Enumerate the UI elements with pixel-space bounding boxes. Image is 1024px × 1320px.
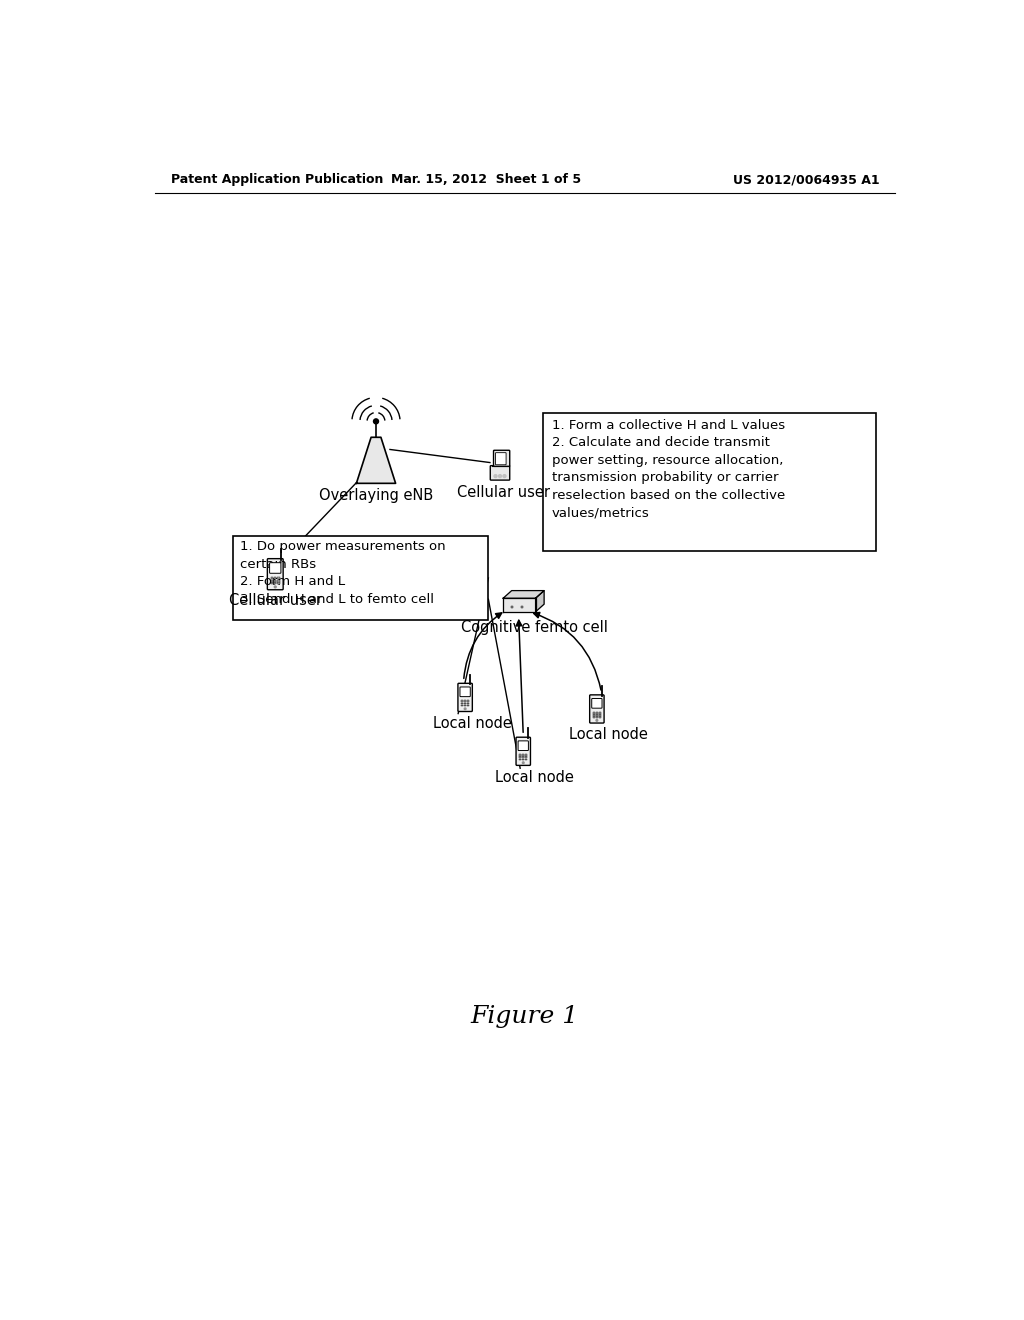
- Circle shape: [374, 418, 379, 424]
- FancyBboxPatch shape: [458, 684, 472, 711]
- Text: 1. Do power measurements on
certain RBs
2. Form H and L
3. Send H and L to femto: 1. Do power measurements on certain RBs …: [241, 540, 446, 606]
- Polygon shape: [503, 590, 544, 598]
- Bar: [519, 754, 521, 756]
- Bar: [599, 717, 601, 718]
- Text: Patent Application Publication: Patent Application Publication: [171, 173, 383, 186]
- Bar: [519, 756, 521, 758]
- Bar: [274, 579, 276, 582]
- Bar: [593, 717, 595, 718]
- Circle shape: [503, 475, 506, 478]
- Bar: [278, 582, 280, 585]
- Text: Local node: Local node: [496, 770, 574, 785]
- Bar: [596, 717, 598, 718]
- Bar: [464, 705, 466, 706]
- FancyArrowPatch shape: [516, 620, 523, 733]
- FancyArrowPatch shape: [464, 612, 502, 678]
- Circle shape: [596, 719, 598, 721]
- Bar: [278, 579, 280, 582]
- FancyBboxPatch shape: [518, 741, 528, 751]
- Circle shape: [499, 475, 502, 478]
- FancyBboxPatch shape: [267, 558, 284, 590]
- Bar: [596, 711, 598, 714]
- Bar: [511, 606, 513, 609]
- Bar: [599, 711, 601, 714]
- Bar: [525, 754, 527, 756]
- FancyBboxPatch shape: [232, 536, 488, 620]
- FancyBboxPatch shape: [494, 450, 510, 466]
- Bar: [270, 579, 273, 582]
- FancyArrowPatch shape: [534, 612, 601, 690]
- Circle shape: [522, 762, 524, 763]
- FancyBboxPatch shape: [269, 562, 281, 573]
- Polygon shape: [356, 437, 395, 483]
- Bar: [274, 577, 276, 579]
- Bar: [461, 701, 463, 702]
- Bar: [274, 582, 276, 585]
- FancyBboxPatch shape: [516, 737, 530, 766]
- Text: Cellular user: Cellular user: [458, 484, 550, 500]
- Text: Overlaying eNB: Overlaying eNB: [318, 488, 433, 503]
- Bar: [525, 756, 527, 758]
- Text: Cellular user: Cellular user: [228, 593, 322, 607]
- Bar: [519, 759, 521, 760]
- FancyBboxPatch shape: [490, 466, 510, 480]
- Text: 1. Form a collective H and L values
2. Calculate and decide transmit
power setti: 1. Form a collective H and L values 2. C…: [552, 418, 785, 519]
- FancyBboxPatch shape: [592, 698, 602, 708]
- Bar: [461, 702, 463, 704]
- Circle shape: [274, 586, 276, 587]
- Bar: [270, 582, 273, 585]
- Polygon shape: [503, 598, 536, 611]
- Text: Local node: Local node: [433, 715, 512, 731]
- Bar: [522, 756, 524, 758]
- FancyBboxPatch shape: [543, 413, 876, 552]
- FancyBboxPatch shape: [460, 686, 470, 697]
- Bar: [278, 577, 280, 579]
- Polygon shape: [536, 590, 544, 611]
- Bar: [522, 754, 524, 756]
- Circle shape: [494, 475, 497, 478]
- Bar: [521, 606, 523, 609]
- Bar: [467, 702, 469, 704]
- Bar: [467, 705, 469, 706]
- Bar: [464, 701, 466, 702]
- FancyBboxPatch shape: [496, 453, 506, 465]
- Bar: [593, 711, 595, 714]
- Text: Mar. 15, 2012  Sheet 1 of 5: Mar. 15, 2012 Sheet 1 of 5: [391, 173, 581, 186]
- Text: Figure 1: Figure 1: [471, 1006, 579, 1028]
- Bar: [599, 714, 601, 715]
- FancyBboxPatch shape: [590, 694, 604, 723]
- Bar: [596, 714, 598, 715]
- Text: Cognitive femto cell: Cognitive femto cell: [462, 619, 608, 635]
- Bar: [461, 705, 463, 706]
- Bar: [464, 702, 466, 704]
- Bar: [522, 759, 524, 760]
- Bar: [525, 759, 527, 760]
- Bar: [593, 714, 595, 715]
- Bar: [270, 577, 273, 579]
- Bar: [467, 701, 469, 702]
- Circle shape: [464, 708, 466, 710]
- Text: Local node: Local node: [569, 727, 648, 742]
- Text: US 2012/0064935 A1: US 2012/0064935 A1: [733, 173, 880, 186]
